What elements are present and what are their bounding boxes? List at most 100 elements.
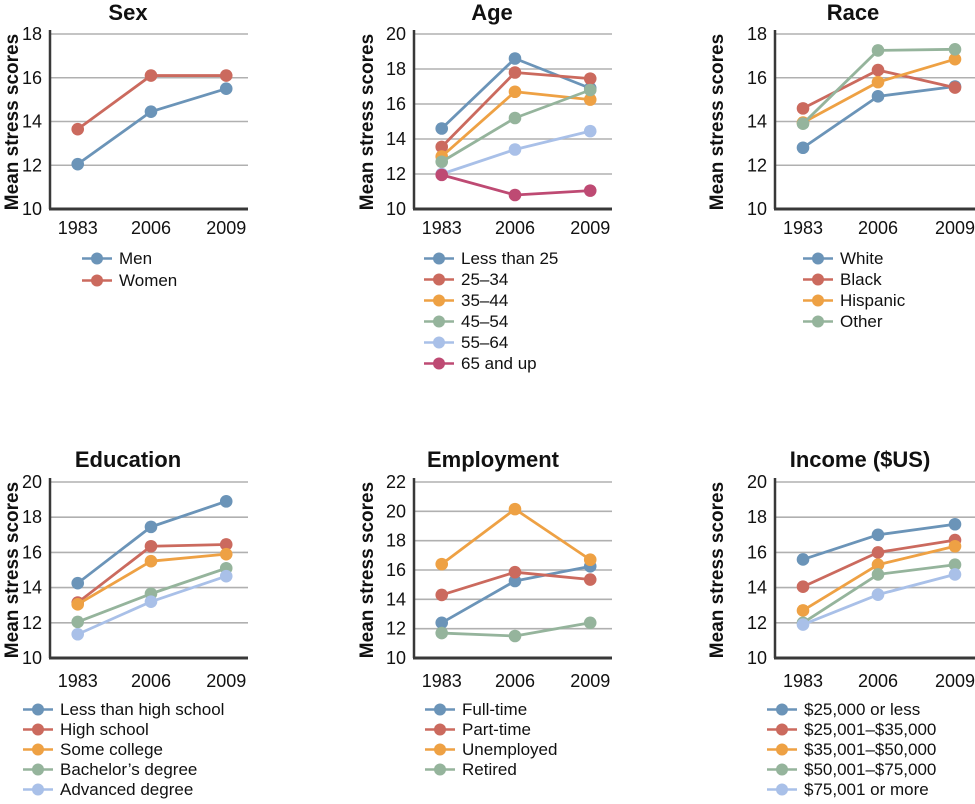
chart-title: Employment (426, 447, 560, 472)
legend-dot (434, 763, 446, 775)
legend-item: Unemployed (425, 739, 557, 759)
x-tick-label: 2006 (858, 671, 898, 691)
x-tick-label: 2006 (131, 671, 171, 691)
legend-item: 25–34 (424, 269, 558, 290)
data-point (871, 558, 885, 572)
legend: Less than 25 25–34 35–44 45–54 55–64 65 and u… (424, 248, 558, 374)
legend-item: $75,001 or more (767, 779, 936, 799)
data-point (219, 547, 233, 561)
y-tick-label: 14 (386, 589, 406, 609)
data-point (948, 43, 962, 56)
legend-marker-green-icon (803, 315, 833, 328)
legend-label: Women (119, 270, 178, 290)
legend-marker-blue-icon (803, 252, 833, 265)
legend-label: $75,001 or more (804, 779, 929, 799)
data-point (435, 616, 449, 630)
legend-item: 55–64 (424, 332, 558, 353)
legend-marker-orange-icon (23, 743, 53, 755)
data-point (435, 588, 449, 602)
plot-area: 10 12 14 16 18 20 1983 2006 2009 (747, 472, 975, 691)
legend-label: Bachelor’s degree (60, 759, 198, 779)
legend-label: 35–44 (461, 291, 509, 310)
legend-marker-orange-icon (425, 743, 455, 755)
legend-label: Unemployed (462, 739, 558, 759)
legend-marker-green-icon (23, 763, 53, 775)
legend-dot (776, 763, 788, 775)
y-tick-label: 18 (747, 24, 767, 44)
legend-marker-green-icon (424, 315, 454, 328)
data-point (508, 188, 522, 202)
legend-item: Some college (23, 739, 224, 759)
legend-label: 55–64 (461, 333, 509, 352)
legend-dot (812, 273, 824, 286)
data-point (144, 554, 158, 568)
y-tick-label: 20 (747, 472, 767, 492)
data-point (435, 155, 449, 169)
data-point (435, 140, 449, 154)
chart-income: Income ($US) Mean stress scores 10 12 14 16… (660, 447, 975, 804)
legend: White Black Hispanic Other (803, 248, 905, 332)
data-point (219, 82, 233, 95)
y-tick-label: 14 (747, 112, 767, 132)
y-tick-label: 12 (386, 164, 406, 184)
y-tick-label: 18 (22, 507, 42, 527)
data-point (144, 69, 158, 82)
data-point (796, 580, 810, 594)
legend-dot (91, 252, 103, 264)
legend-dot (32, 763, 44, 775)
data-point (583, 83, 597, 97)
legend-item: Men (82, 247, 177, 269)
y-tick-label: 10 (386, 648, 406, 668)
legend-item: Advanced degree (23, 779, 224, 799)
legend-marker-orange-icon (803, 294, 833, 307)
plot-area: 10 12 14 16 18 1983 2006 2009 (22, 24, 248, 238)
y-tick-label: 14 (22, 112, 42, 132)
legend-label: Less than 25 (461, 249, 559, 268)
y-tick-label: 14 (747, 578, 767, 598)
data-point (508, 66, 522, 79)
legend-dot (91, 274, 103, 286)
legend-marker-periwinkle-icon (23, 783, 53, 795)
data-point (583, 553, 597, 567)
legend-item: Full-time (425, 699, 557, 719)
data-point (583, 124, 597, 138)
legend-marker-orange-icon (424, 294, 454, 307)
x-tick-label: 1983 (422, 671, 462, 691)
plot-area: 10 12 14 16 18 20 22 1983 2006 2009 (386, 472, 612, 691)
x-tick-label: 1983 (783, 671, 823, 691)
chart-title: Age (471, 0, 513, 25)
legend-dot (434, 703, 446, 715)
data-point (144, 520, 158, 534)
x-tick-label: 2009 (935, 218, 975, 238)
y-tick-label: 16 (747, 542, 767, 562)
legend-dot (433, 252, 445, 265)
legend-marker-red-icon (767, 723, 797, 735)
legend-label: Men (119, 248, 153, 268)
x-tick-label: 1983 (58, 218, 98, 238)
x-tick-label: 2006 (858, 218, 898, 238)
data-point (71, 576, 85, 590)
legend-item: Retired (425, 759, 557, 779)
data-point (871, 546, 885, 559)
y-tick-label: 16 (386, 560, 406, 580)
data-point (871, 568, 885, 581)
data-point (796, 604, 810, 617)
legend-item: Other (803, 311, 905, 332)
data-point (71, 627, 85, 641)
data-point (871, 528, 885, 542)
legend-marker-orange-icon (767, 743, 797, 755)
y-tick-label: 22 (386, 472, 406, 492)
y-tick-label: 18 (386, 59, 406, 79)
legend-dot (433, 315, 445, 328)
legend-dot (32, 723, 44, 735)
data-point (219, 569, 233, 583)
data-point (508, 111, 522, 125)
y-tick-label: 10 (386, 199, 406, 219)
legend-marker-blue-icon (82, 252, 112, 264)
legend-marker-blue-icon (23, 703, 53, 715)
data-point (948, 81, 962, 94)
chart-title: Race (826, 0, 880, 25)
data-point (435, 626, 449, 640)
legend-label: Black (840, 270, 882, 289)
